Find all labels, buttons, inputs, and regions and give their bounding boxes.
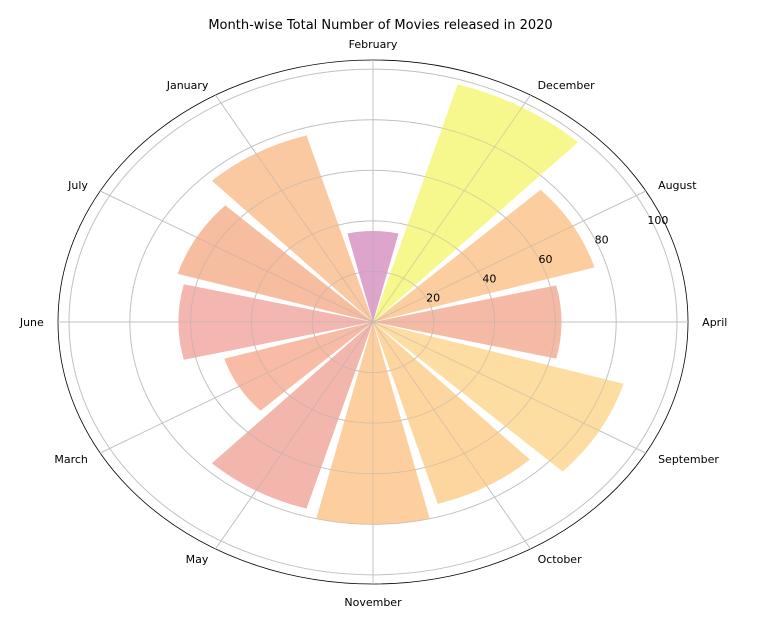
category-label-march: March <box>54 453 88 466</box>
angular-gridline-overlay <box>215 94 374 323</box>
category-label-february: February <box>349 38 398 51</box>
angular-gridline-overlay <box>100 321 374 454</box>
category-label-june: June <box>19 316 44 329</box>
category-label-july: July <box>67 179 88 192</box>
bar-august <box>373 189 595 322</box>
category-label-january: January <box>166 79 209 92</box>
bar-march <box>224 322 373 411</box>
category-label-august: August <box>658 179 697 192</box>
radial-tick-label: 40 <box>482 272 496 285</box>
radial-tick-label: 100 <box>647 214 668 227</box>
angular-gridline-overlay <box>100 190 374 323</box>
category-label-may: May <box>186 553 209 566</box>
angular-gridline-overlay <box>372 94 531 323</box>
bar-december <box>373 84 579 322</box>
radial-tick-label: 20 <box>426 292 440 305</box>
radial-tick-label: 60 <box>539 253 553 266</box>
bar-july <box>177 205 373 322</box>
angular-gridline-overlay <box>372 321 646 454</box>
category-label-december: December <box>538 79 596 92</box>
category-label-november: November <box>344 596 402 609</box>
bar-january <box>211 135 373 322</box>
chart-title: Month-wise Total Number of Movies releas… <box>208 18 553 33</box>
angular-gridline-overlay <box>372 190 646 323</box>
category-label-october: October <box>538 553 582 566</box>
bar-september <box>373 322 624 472</box>
radial-tick-label: 80 <box>595 234 609 247</box>
category-label-september: September <box>658 453 719 466</box>
bar-october <box>373 322 530 504</box>
category-label-april: April <box>702 316 727 329</box>
angular-gridline-overlay <box>372 321 531 550</box>
angular-gridline-overlay <box>215 321 374 550</box>
bar-may <box>211 322 373 509</box>
